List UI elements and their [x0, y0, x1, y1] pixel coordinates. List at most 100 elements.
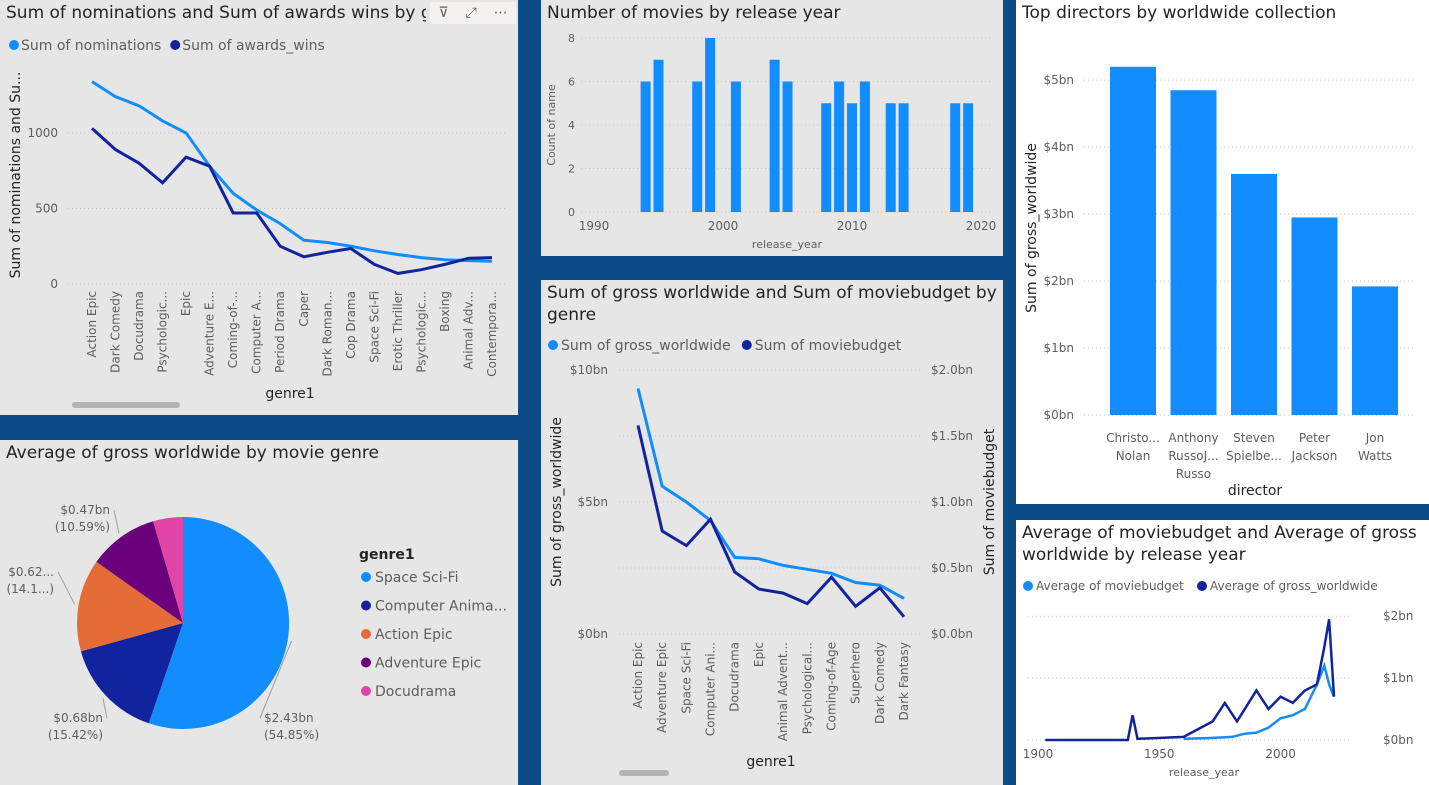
x-tick-label: 2000	[1265, 747, 1296, 761]
y-tick-label: $0bn	[1383, 733, 1414, 747]
x-tick-label: Animal Advent...	[776, 642, 790, 741]
y-tick-label: 0	[50, 277, 58, 291]
y-axis-title: Sum of gross_worldwide	[1024, 143, 1040, 313]
y-axis-title: Sum of gross_worldwide	[549, 417, 565, 587]
legend-label: Sum of awards_wins	[182, 38, 325, 54]
series-line	[91, 80, 493, 263]
bar	[963, 103, 974, 212]
legend-marker	[361, 600, 371, 611]
pie-slice	[80, 623, 183, 724]
x-axis-title: release_year	[752, 238, 823, 251]
y-tick-label: 0	[568, 206, 575, 219]
pie-visual[interactable]: Average of gross worldwide by movie genr…	[0, 440, 518, 785]
directors-visual[interactable]: Top directors by worldwide collection $0…	[1016, 0, 1429, 504]
series-line	[636, 388, 905, 600]
x-tick-label: Watts	[1358, 449, 1392, 463]
y-axis-title: Sum of moviebudget	[982, 428, 998, 575]
directors-title: Top directors by worldwide collection	[1022, 3, 1337, 23]
y-tick-label: 6	[568, 76, 575, 89]
bar	[782, 81, 793, 212]
x-tick-label: Jackson	[1291, 449, 1338, 463]
y-tick-label: $2bn	[1044, 274, 1075, 288]
avg-year-visual[interactable]: Average of moviebudget and Average of gr…	[1016, 520, 1429, 785]
x-tick-label: Psychologic...	[414, 291, 428, 373]
y-tick-label: 4	[568, 119, 575, 132]
x-tick-label: Docudrama	[132, 291, 146, 361]
x-tick-label: Epic	[179, 291, 193, 316]
legend-marker	[1197, 581, 1207, 591]
gross-budget-visual[interactable]: Sum of gross worldwide and Sum of movieb…	[541, 280, 1003, 785]
bar	[1170, 90, 1217, 416]
x-tick-label: Action Epic	[85, 291, 99, 358]
bar	[898, 103, 909, 212]
release-year-visual[interactable]: Number of movies by release year 0 2 4 6 8 19…	[541, 0, 1003, 256]
x-axis-title: release_year	[1169, 766, 1240, 779]
y-tick-label: 8	[568, 32, 575, 45]
x-tick-label: Adventure E...	[203, 291, 217, 376]
legend-label: Sum of gross_worldwide	[561, 338, 731, 354]
y-tick-label: $0bn	[1044, 408, 1075, 422]
data-label: (54.85%)	[264, 728, 319, 742]
bar	[834, 81, 845, 212]
legend-marker	[9, 40, 19, 50]
y-tick-label: $1.5bn	[931, 429, 973, 443]
x-tick-label: Animal Adv...	[461, 291, 475, 370]
legend-label: Average of gross_worldwide	[1210, 579, 1378, 593]
release-year-chart: 0 2 4 6 8 1990 2000 2010 2020 Count of name releas…	[545, 32, 996, 251]
x-tick-label: Psychological...	[800, 642, 814, 734]
x-tick-label: Spielbe...	[1226, 449, 1282, 463]
legend-marker	[361, 657, 371, 668]
bar	[847, 103, 857, 212]
legend-label: Average of moviebudget	[1036, 579, 1184, 593]
y-tick-label: $0bn	[578, 627, 609, 641]
pie-slice	[153, 517, 183, 623]
more-options-icon[interactable]: ⋯	[493, 5, 508, 21]
bar	[1231, 173, 1277, 415]
bar	[692, 81, 703, 212]
series-line	[636, 425, 906, 618]
x-tick-label: Coming-of-Age	[824, 642, 838, 731]
data-label: $0.62...	[8, 565, 54, 579]
bar	[705, 38, 716, 212]
data-label: (14.1...)	[6, 582, 54, 596]
data-label: (15.42%)	[48, 728, 103, 742]
bar	[821, 103, 832, 212]
x-tick-label: Anthony	[1168, 431, 1218, 445]
y-tick-label: $1bn	[1383, 671, 1414, 685]
bar	[859, 81, 870, 212]
nominations-chart: Sum of nominations Sum of awards_wins 0 500…	[8, 38, 505, 402]
x-tick-label: Erotic Thriller	[391, 291, 405, 371]
funnel-icon[interactable]: ⊽	[438, 5, 449, 21]
legend-label: Computer Anima...	[375, 599, 507, 615]
gross-budget-title: Sum of gross worldwide and Sum of movieb…	[547, 283, 997, 325]
horizontal-scrollbar[interactable]	[72, 402, 180, 408]
x-tick-label: Russo	[1176, 467, 1211, 481]
x-tick-label: Jon	[1365, 431, 1385, 445]
directors-chart: $0bn $1bn $2bn $3bn $4bn $5bn Sum of gross_wor…	[1024, 66, 1416, 499]
x-axis-title: director	[1228, 483, 1283, 499]
legend-label: Space Sci-Fi	[375, 570, 459, 586]
y-tick-label: $0.0bn	[931, 627, 973, 641]
bar	[730, 81, 741, 212]
x-tick-label: Contempora...	[485, 291, 499, 377]
x-tick-label: 1950	[1144, 747, 1175, 761]
y-tick-label: $10bn	[570, 363, 608, 377]
y-tick-label: $2.0bn	[931, 363, 973, 377]
horizontal-scrollbar[interactable]	[619, 770, 669, 776]
x-tick-label: 2000	[708, 219, 739, 233]
y-tick-label: 1000	[27, 126, 58, 140]
leader-line	[102, 698, 108, 719]
pie-slice	[148, 516, 290, 729]
x-tick-label: Dark Fantasy	[897, 642, 911, 720]
gross-budget-chart: Sum of gross_worldwide Sum of moviebudget…	[548, 338, 998, 770]
bar	[1110, 66, 1156, 416]
y-tick-label: $0.5bn	[931, 561, 973, 575]
x-tick-label: Epic	[752, 642, 766, 667]
nominations-visual[interactable]: Sum of nominations and Sum of awards win…	[0, 0, 518, 415]
x-tick-label: Dark Comedy	[873, 642, 887, 724]
x-tick-label: Dark Roman...	[320, 291, 334, 377]
visual-header: ⊽ ⤢ ⋯	[430, 2, 516, 24]
x-tick-label: Period Drama	[273, 291, 287, 373]
bar	[769, 59, 780, 212]
focus-mode-icon[interactable]: ⤢	[465, 5, 477, 21]
